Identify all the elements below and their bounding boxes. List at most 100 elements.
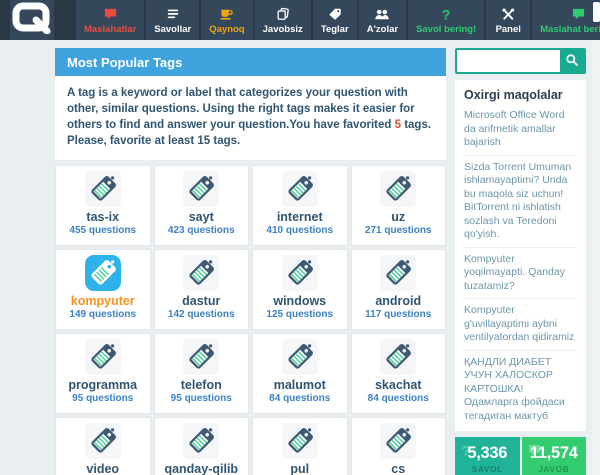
chat-icon — [103, 6, 118, 22]
tag-name[interactable]: android — [375, 294, 422, 308]
nav-item-label: Qaynoq — [209, 24, 245, 35]
tag-name[interactable]: skachat — [374, 378, 422, 392]
tag-icon — [183, 255, 220, 291]
tag-cell-android[interactable]: android 117 questions — [350, 249, 446, 330]
tag-name[interactable]: pul — [290, 462, 310, 475]
svg-text:?: ? — [462, 443, 471, 458]
tag-cell-qanday-qilib[interactable]: qanday-qilib81 questions — [153, 417, 249, 475]
nav-item-a-zolar[interactable]: A'zolar — [358, 0, 407, 40]
tag-question-count: 117 questions — [365, 309, 432, 320]
tag-icon — [183, 339, 220, 375]
tag-icon — [281, 339, 318, 375]
nav-item-label: Teglar — [320, 24, 349, 35]
tag-cell-cs[interactable]: cs71 questions — [350, 417, 446, 475]
tag-name[interactable]: uz — [391, 210, 406, 224]
tag-grid: tas-ix 455 questions sayt 423 questions in… — [55, 165, 446, 475]
tags-description: A tag is a keyword or label that categor… — [55, 76, 446, 160]
nav-items: Maslahatlar Savollar Qaynoq Javobsiz Teglar A… — [76, 0, 600, 40]
nav-item-maslahatlar[interactable]: Maslahatlar — [76, 0, 145, 40]
tag-cell-sayt[interactable]: sayt 423 questions — [153, 165, 249, 246]
tag-icon — [380, 423, 417, 459]
nav-item-teglar[interactable]: Teglar — [312, 0, 357, 40]
tag-name[interactable]: cs — [391, 462, 406, 475]
q-logo-icon — [10, 2, 54, 39]
top-nav: Maslahatlar Savollar Qaynoq Javobsiz Teglar A… — [0, 0, 600, 40]
site-stats: ?5,336SAVOL11,574JAVOB11,055IZOH4,491A'Z… — [455, 437, 586, 475]
favorited-count: 5 — [394, 119, 401, 131]
chat-icon — [571, 6, 586, 22]
tag-icon — [281, 171, 318, 207]
search-input[interactable] — [457, 50, 560, 72]
scrollbar-track[interactable] — [592, 40, 600, 475]
tag-icon — [84, 339, 121, 375]
stat-box-javob: 11,574 JAVOB — [521, 437, 586, 475]
description-text-after: tags. Please, favorite at least 15 tags. — [67, 119, 432, 147]
article-link[interactable]: Microsoft Office Word da arifmetik amall… — [464, 109, 565, 148]
tag-question-count: 125 questions — [266, 309, 334, 320]
tag-name[interactable]: sayt — [188, 210, 214, 224]
main-column: Most Popular Tags A tag is a keyword or … — [55, 48, 446, 475]
nav-item-javobsiz[interactable]: Javobsiz — [254, 0, 311, 40]
tag-name[interactable]: programma — [68, 378, 138, 392]
article-link[interactable]: Sizda Torrent Umuman ishlamayaptimi? Und… — [464, 154, 577, 247]
tag-cell-kompyuter[interactable]: kompyuter 149 questions — [55, 249, 151, 330]
tag-icon — [281, 423, 318, 459]
search-button[interactable] — [560, 50, 584, 72]
nav-item-savollar[interactable]: Savollar — [146, 0, 200, 40]
tag-name[interactable]: qanday-qilib — [164, 462, 239, 475]
tag-cell-malumot[interactable]: malumot 84 questions — [252, 333, 348, 414]
page-title: Most Popular Tags — [55, 48, 446, 76]
tag-icon — [328, 6, 342, 22]
scrollbar-thumb[interactable] — [593, 2, 600, 22]
nav-item-label: Savollar — [154, 24, 192, 35]
content: Most Popular Tags A tag is a keyword or … — [0, 40, 600, 475]
tag-icon — [380, 339, 417, 375]
tag-question-count: 84 questions — [367, 393, 429, 404]
tag-question-count: 149 questions — [69, 309, 137, 320]
tag-icon — [84, 255, 121, 291]
tag-question-count: 142 questions — [167, 309, 235, 320]
search-icon — [565, 53, 579, 70]
site-logo[interactable] — [10, 0, 54, 40]
tag-question-count: 84 questions — [269, 393, 331, 404]
list-icon — [166, 6, 180, 22]
article-link[interactable]: Kompyuter g'uvillayaptimi aybni ventilya… — [464, 298, 577, 350]
tag-icon — [183, 423, 220, 459]
article-link[interactable]: Kompyuter yoqilmayapti. Qanday tuzatamiz… — [464, 246, 577, 299]
tag-name[interactable]: telefon — [180, 378, 222, 392]
tag-cell-telefon[interactable]: telefon 95 questions — [153, 333, 249, 414]
nav-item-qaynoq[interactable]: Qaynoq — [201, 0, 253, 40]
tag-cell-programma[interactable]: programma 95 questions — [55, 333, 151, 414]
tag-name[interactable]: video — [86, 462, 120, 475]
tag-cell-uz[interactable]: uz 271 questions — [350, 165, 446, 246]
tag-name[interactable]: windows — [273, 294, 327, 308]
chat-icon — [527, 443, 542, 462]
nav-item-savol-bering[interactable]: ? Savol bering! — [408, 0, 485, 40]
stat-value: 5,336 — [467, 444, 508, 462]
nav-item-label: Savol bering! — [416, 24, 477, 35]
nav-item-label: Maslahat bering! — [540, 24, 600, 35]
tag-cell-windows[interactable]: windows 125 questions — [252, 249, 348, 330]
nav-item-panel[interactable]: Panel — [486, 0, 531, 40]
tag-name[interactable]: kompyuter — [70, 294, 135, 308]
stat-box-savol: ? 5,336 SAVOL — [455, 437, 520, 475]
tag-name[interactable]: malumot — [273, 378, 326, 392]
tag-cell-pul[interactable]: pul72 questions — [252, 417, 348, 475]
tag-cell-skachat[interactable]: skachat 84 questions — [350, 333, 446, 414]
tag-cell-internet[interactable]: internet 410 questions — [252, 165, 348, 246]
article-link[interactable]: ҚАНДЛИ ДИАБЕТ УЧУН ХАЛОСКОР КАРТОШКА! Од… — [464, 349, 577, 429]
tag-question-count: 271 questions — [364, 225, 432, 236]
tag-cell-video[interactable]: video82 questions — [55, 417, 151, 475]
nav-item-maslahat-bering[interactable]: Maslahat bering! — [532, 0, 600, 40]
tag-icon — [281, 255, 318, 291]
tag-cell-dastur[interactable]: dastur 142 questions — [153, 249, 249, 330]
tag-question-count: 410 questions — [266, 225, 334, 236]
tag-name[interactable]: internet — [276, 210, 323, 224]
tag-icon — [183, 171, 220, 207]
tag-cell-tas-ix[interactable]: tas-ix 455 questions — [55, 165, 151, 246]
tag-name[interactable]: tas-ix — [86, 210, 120, 224]
tag-name[interactable]: dastur — [182, 294, 221, 308]
tag-question-count: 455 questions — [69, 225, 137, 236]
tag-icon — [84, 423, 121, 459]
